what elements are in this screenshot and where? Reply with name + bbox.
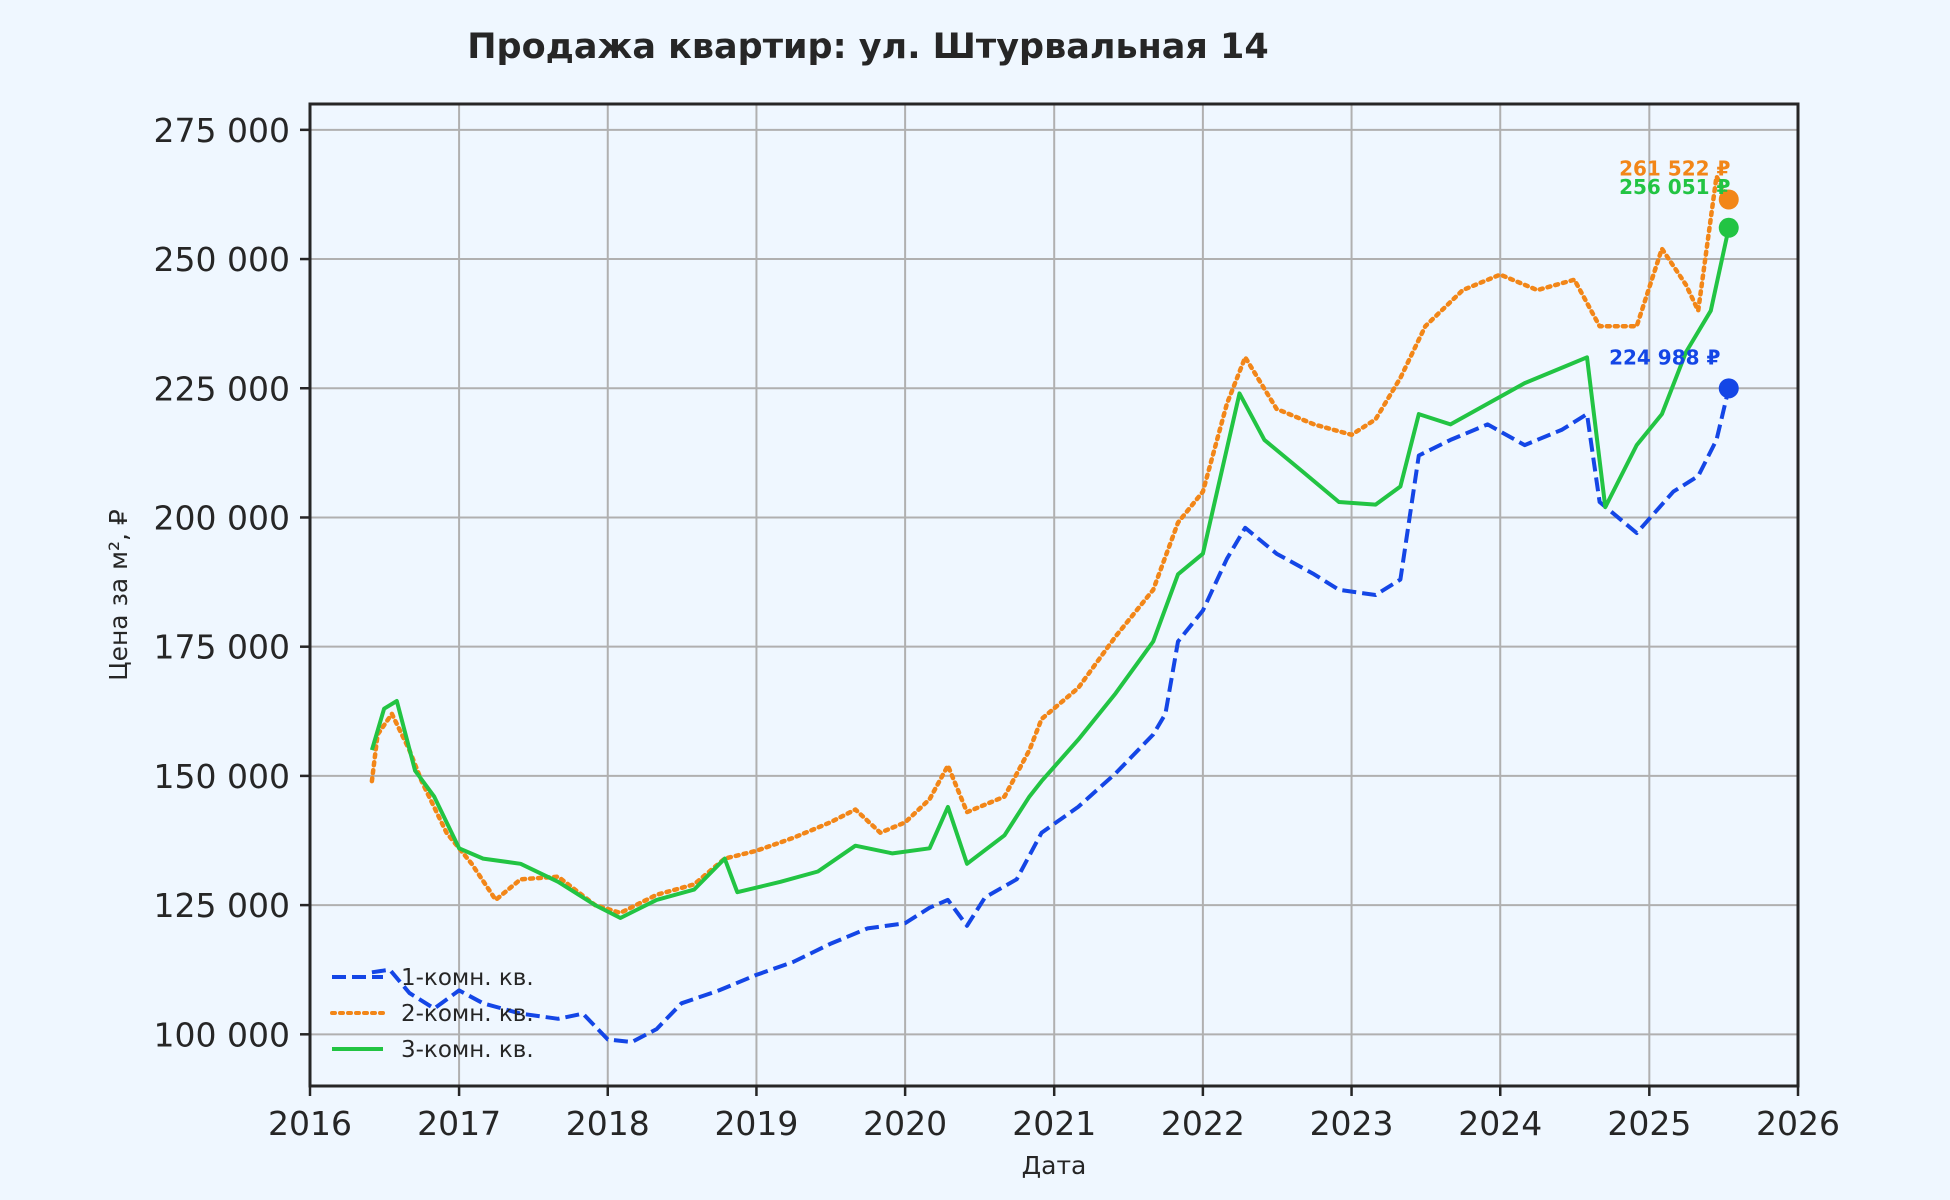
end-label-2: 261 522 ₽ [1619, 157, 1730, 181]
x-tick-label: 2021 [1012, 1104, 1096, 1143]
series-line-2 [369, 174, 1732, 916]
x-tick-label: 2022 [1161, 1104, 1245, 1143]
x-axis-title: Дата [1022, 1151, 1087, 1180]
series-line-1 [371, 387, 1731, 1045]
y-axis-ticks: 100 000 125 000 150 000 175 000 200 000 225 0… [154, 111, 310, 1054]
x-tick-label: 2020 [863, 1104, 947, 1143]
series-lines [369, 174, 1732, 1045]
x-tick-label: 2024 [1458, 1104, 1542, 1143]
y-axis-title: Цена за м², ₽ [104, 509, 133, 681]
y-tick-label: 125 000 [154, 886, 290, 925]
chart-title: Продажа квартир: ул. Штурвальная 14 [467, 27, 1269, 67]
x-tick-label: 2025 [1607, 1104, 1691, 1143]
x-tick-label: 2017 [417, 1104, 501, 1143]
x-tick-label: 2019 [714, 1104, 798, 1143]
series-line-3 [369, 227, 1731, 920]
legend: 1-комн. кв. 2-комн. кв. 3-комн. кв. [330, 965, 534, 1063]
end-marker-2 [1718, 189, 1739, 210]
x-tick-label: 2026 [1756, 1104, 1840, 1143]
legend-label-2: 2-комн. кв. [401, 1001, 534, 1027]
end-marker-3 [1718, 217, 1739, 238]
end-marker-1 [1718, 378, 1739, 399]
y-tick-label: 225 000 [154, 369, 290, 408]
x-tick-label: 2016 [268, 1104, 352, 1143]
end-markers: 224 988 ₽ 261 522 ₽256 051 ₽ [1609, 157, 1739, 399]
end-label-3: 256 051 ₽ [1619, 175, 1730, 199]
y-tick-label: 250 000 [154, 240, 290, 279]
x-tick-label: 2018 [566, 1104, 650, 1143]
y-tick-label: 150 000 [154, 757, 290, 796]
x-tick-label: 2023 [1310, 1104, 1394, 1143]
y-tick-label: 200 000 [154, 498, 290, 537]
end-label-1: 224 988 ₽ [1609, 345, 1720, 369]
legend-label-1: 1-комн. кв. [401, 965, 534, 991]
y-tick-label: 275 000 [154, 111, 290, 150]
plot-frame [308, 102, 1800, 1088]
y-tick-label: 175 000 [154, 628, 290, 667]
x-axis-ticks: 2016 2017 2018 2019 2020 2021 2022 2023 2024 2025… [268, 1086, 1840, 1143]
legend-label-3: 3-комн. кв. [401, 1037, 534, 1063]
y-tick-label: 100 000 [154, 1015, 290, 1054]
